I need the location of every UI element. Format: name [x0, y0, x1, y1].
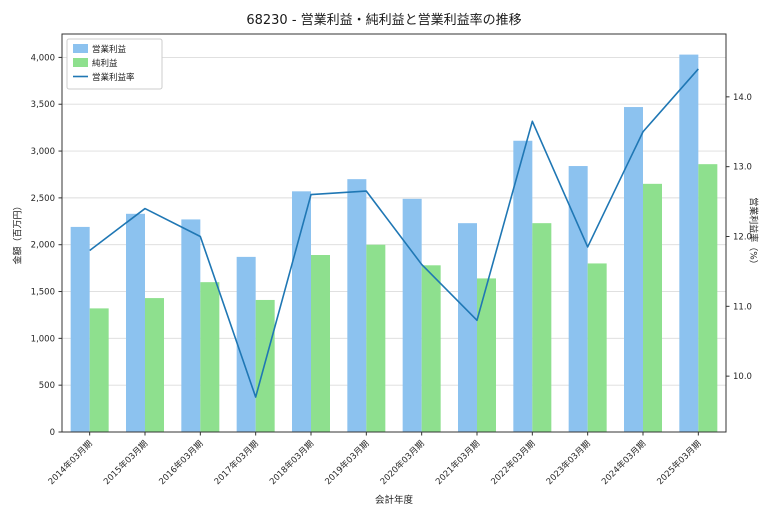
x-tick-label: 2018年03月期 — [267, 438, 316, 487]
legend-box — [66, 38, 163, 90]
bar-net-profit — [311, 255, 330, 432]
bar-operating-profit — [458, 223, 477, 432]
legend-label: 純利益 — [92, 58, 118, 69]
y-tick-label-left: 1,000 — [31, 334, 55, 344]
bar-operating-profit — [624, 107, 643, 432]
legend-swatch — [73, 58, 88, 67]
bar-net-profit — [698, 164, 718, 432]
x-tick-label: 2015年03月期 — [101, 438, 150, 487]
y-tick-label-left: 0 — [50, 428, 55, 438]
x-tick-label: 2025年03月期 — [655, 438, 704, 487]
bar-net-profit — [255, 299, 275, 432]
x-tick-label: 2019年03月期 — [323, 438, 372, 487]
bar-net-profit — [421, 265, 441, 432]
x-tick-label: 2022年03月期 — [489, 438, 538, 487]
bar-net-profit — [643, 183, 662, 432]
bar-operating-profit — [126, 213, 145, 432]
bar-net-profit — [200, 282, 220, 432]
x-tick-label: 2016年03月期 — [157, 438, 206, 487]
y-tick-label-right: 10.0 — [733, 372, 752, 382]
y-tick-label-right: 13.0 — [733, 163, 752, 173]
y-tick-label-left: 3,500 — [31, 100, 55, 110]
bar-net-profit — [366, 244, 386, 432]
y-tick-label-left: 4,000 — [31, 53, 55, 63]
legend-label: 営業利益率 — [92, 72, 135, 83]
bar-operating-profit — [513, 140, 533, 433]
bar-operating-profit — [402, 198, 422, 432]
y-tick-label-right: 11.0 — [733, 302, 752, 312]
x-axis-label: 会計年度 — [374, 495, 413, 506]
x-tick-label: 2023年03月期 — [544, 438, 593, 487]
bar-operating-profit — [181, 219, 201, 432]
bar-operating-profit — [347, 179, 367, 432]
x-tick-label: 2014年03月期 — [46, 438, 95, 487]
legend-swatch — [73, 44, 88, 53]
bar-net-profit — [89, 308, 109, 432]
y-tick-label-left: 2,000 — [31, 241, 55, 251]
y-tick-label-right: 12.0 — [733, 232, 752, 242]
profit-margin-line — [89, 68, 699, 398]
x-tick-label: 2017年03月期 — [212, 438, 261, 487]
y-tick-label-left: 2,500 — [31, 194, 55, 204]
y-tick-label-left: 1,500 — [31, 288, 55, 298]
legend-label: 営業利益 — [92, 44, 127, 55]
bar-net-profit — [532, 223, 552, 432]
plot-frame — [61, 33, 727, 433]
bar-operating-profit — [679, 54, 699, 432]
bar-operating-profit — [568, 166, 588, 432]
bar-net-profit — [145, 298, 164, 432]
x-tick-label: 2024年03月期 — [599, 438, 648, 487]
bar-operating-profit — [292, 191, 311, 432]
chart-title: 68230 - 営業利益・純利益と営業利益率の推移 — [246, 13, 522, 28]
x-tick-label: 2021年03月期 — [433, 438, 482, 487]
bar-net-profit — [477, 278, 496, 432]
x-tick-label: 2020年03月期 — [378, 438, 427, 487]
y-tick-label-left: 500 — [39, 381, 55, 391]
bar-net-profit — [587, 263, 607, 432]
bar-operating-profit — [236, 256, 256, 432]
y-tick-label-right: 14.0 — [733, 93, 752, 103]
y-tick-label-left: 3,000 — [31, 147, 55, 157]
bar-operating-profit — [70, 226, 90, 432]
